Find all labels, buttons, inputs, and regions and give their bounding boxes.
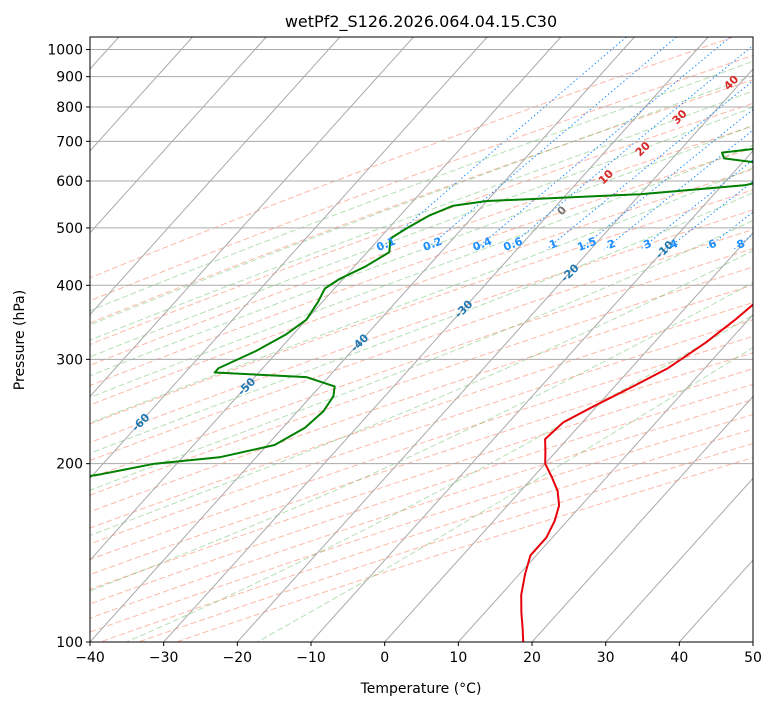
x-tick-label: −20 [223,650,253,666]
isotherm-line [311,37,775,642]
y-tick-label: 200 [56,457,83,473]
dry-adiabat-line [0,37,775,642]
dry-adiabat-line [0,37,775,642]
mixing-ratio-label: 0.2 [421,235,444,254]
moist-adiabat-line [0,37,775,642]
mixing-ratio-label: 0.6 [501,234,524,253]
y-tick-label: 400 [56,278,83,294]
mixing-ratio-line [734,37,775,249]
mixing-ratio-label: 3 [641,237,653,252]
y-tick-label: 1000 [47,43,83,59]
mixing-ratio-line [705,37,775,249]
isotherm-line [16,37,561,642]
x-tick-label: −10 [296,650,326,666]
dry-adiabat-line [100,37,775,642]
mixing-ratio-line [756,37,775,249]
dry-adiabat-line [0,37,775,642]
dry-adiabat-line [0,37,775,642]
y-tick-label: 500 [56,221,83,237]
y-tick-label: 800 [56,100,83,116]
dry-adiabat-line [0,37,775,642]
moist-adiabat-line [0,37,775,642]
y-tick-label: 700 [56,134,83,150]
dry-adiabat-line [0,37,775,642]
mixing-ratio-line [604,37,775,249]
dry-adiabat-line [0,37,775,642]
dry-adiabat-line [0,37,775,642]
moist-adiabat-line [0,37,775,642]
line-labels: -100-90-80-70-60-50-40-30-20-100.10.20.4… [0,73,775,621]
x-tick-label: 10 [449,650,467,666]
mixing-ratio-label: 6 [706,237,718,252]
isotherm-line [0,37,487,642]
dry-adiabat-line [0,37,775,642]
moist-adiabat-line [0,37,775,642]
mixing-ratio-label: 2 [606,237,618,252]
isotherm-line [164,37,709,642]
y-tick-label: 600 [56,174,83,190]
x-tick-label: 0 [380,650,389,666]
mixing-ratio-line [546,37,775,249]
isotherm-line [458,37,775,642]
y-tick-label: 300 [56,352,83,368]
x-tick-label: 50 [744,650,762,666]
isotherm-line [385,37,775,642]
dry-adiabat-line [0,37,775,642]
dry-adiabat-line [24,37,775,642]
isotherm-line [679,37,775,642]
dry-adiabat-line [0,37,775,642]
mixing-ratio-line [476,37,731,249]
moist-adiabat-line [0,37,775,642]
chart-title: wetPf2_S126.2026.064.04.15.C30 [285,12,557,32]
mixing-ratio-label: 8 [735,237,747,252]
pressure-gridlines [90,50,753,642]
dry-adiabat-line [0,37,775,642]
dry-adiabat-line [0,37,775,642]
moist-adiabat-line [0,37,775,642]
moist-adiabat-line [0,37,775,642]
moist-adiabat-line [0,37,775,642]
background-lines [0,37,775,642]
moist-adiabat-line [0,37,775,642]
x-tick-label: −40 [75,650,105,666]
isotherm-line [0,37,414,642]
mixing-ratio-line [380,37,627,249]
moist-adiabat-line [0,37,775,642]
dry-adiabat-line [0,37,775,642]
dry-adiabat-line [0,37,775,642]
y-axis-ticks: 100 200 300 400 500 600 700 800 900 1000 [47,43,90,651]
y-tick-label: 100 [56,635,83,651]
dry-adiabat-line [62,37,775,642]
mixing-ratio-line [667,37,775,249]
moist-adiabat-line [257,37,775,642]
dry-adiabat-line [0,37,775,642]
x-tick-label: 20 [523,650,541,666]
x-axis-ticks: −40 −30 −20 −10 0 10 20 30 40 50 [75,642,762,666]
x-axis-label: Temperature (°C) [360,681,482,697]
dry-adiabat-line [0,37,775,642]
x-tick-label: −30 [149,650,179,666]
moist-adiabat-label: 30 [670,107,690,127]
moist-adiabat-line [0,37,775,642]
moist-adiabat-label: 10 [596,167,616,187]
mixing-ratio-label: 1.5 [575,235,598,254]
y-axis-label: Pressure (hPa) [12,290,28,390]
x-tick-label: 30 [597,650,615,666]
isotherm-line [0,37,193,642]
mixing-ratio-label: 10 [754,235,773,253]
y-tick-label: 900 [56,70,83,86]
isotherm-label: -70 [6,465,29,488]
dry-adiabat-line [0,37,775,642]
isotherm-line [753,37,775,642]
x-tick-label: 40 [670,650,688,666]
mixing-ratio-label: 0.1 [375,235,398,254]
